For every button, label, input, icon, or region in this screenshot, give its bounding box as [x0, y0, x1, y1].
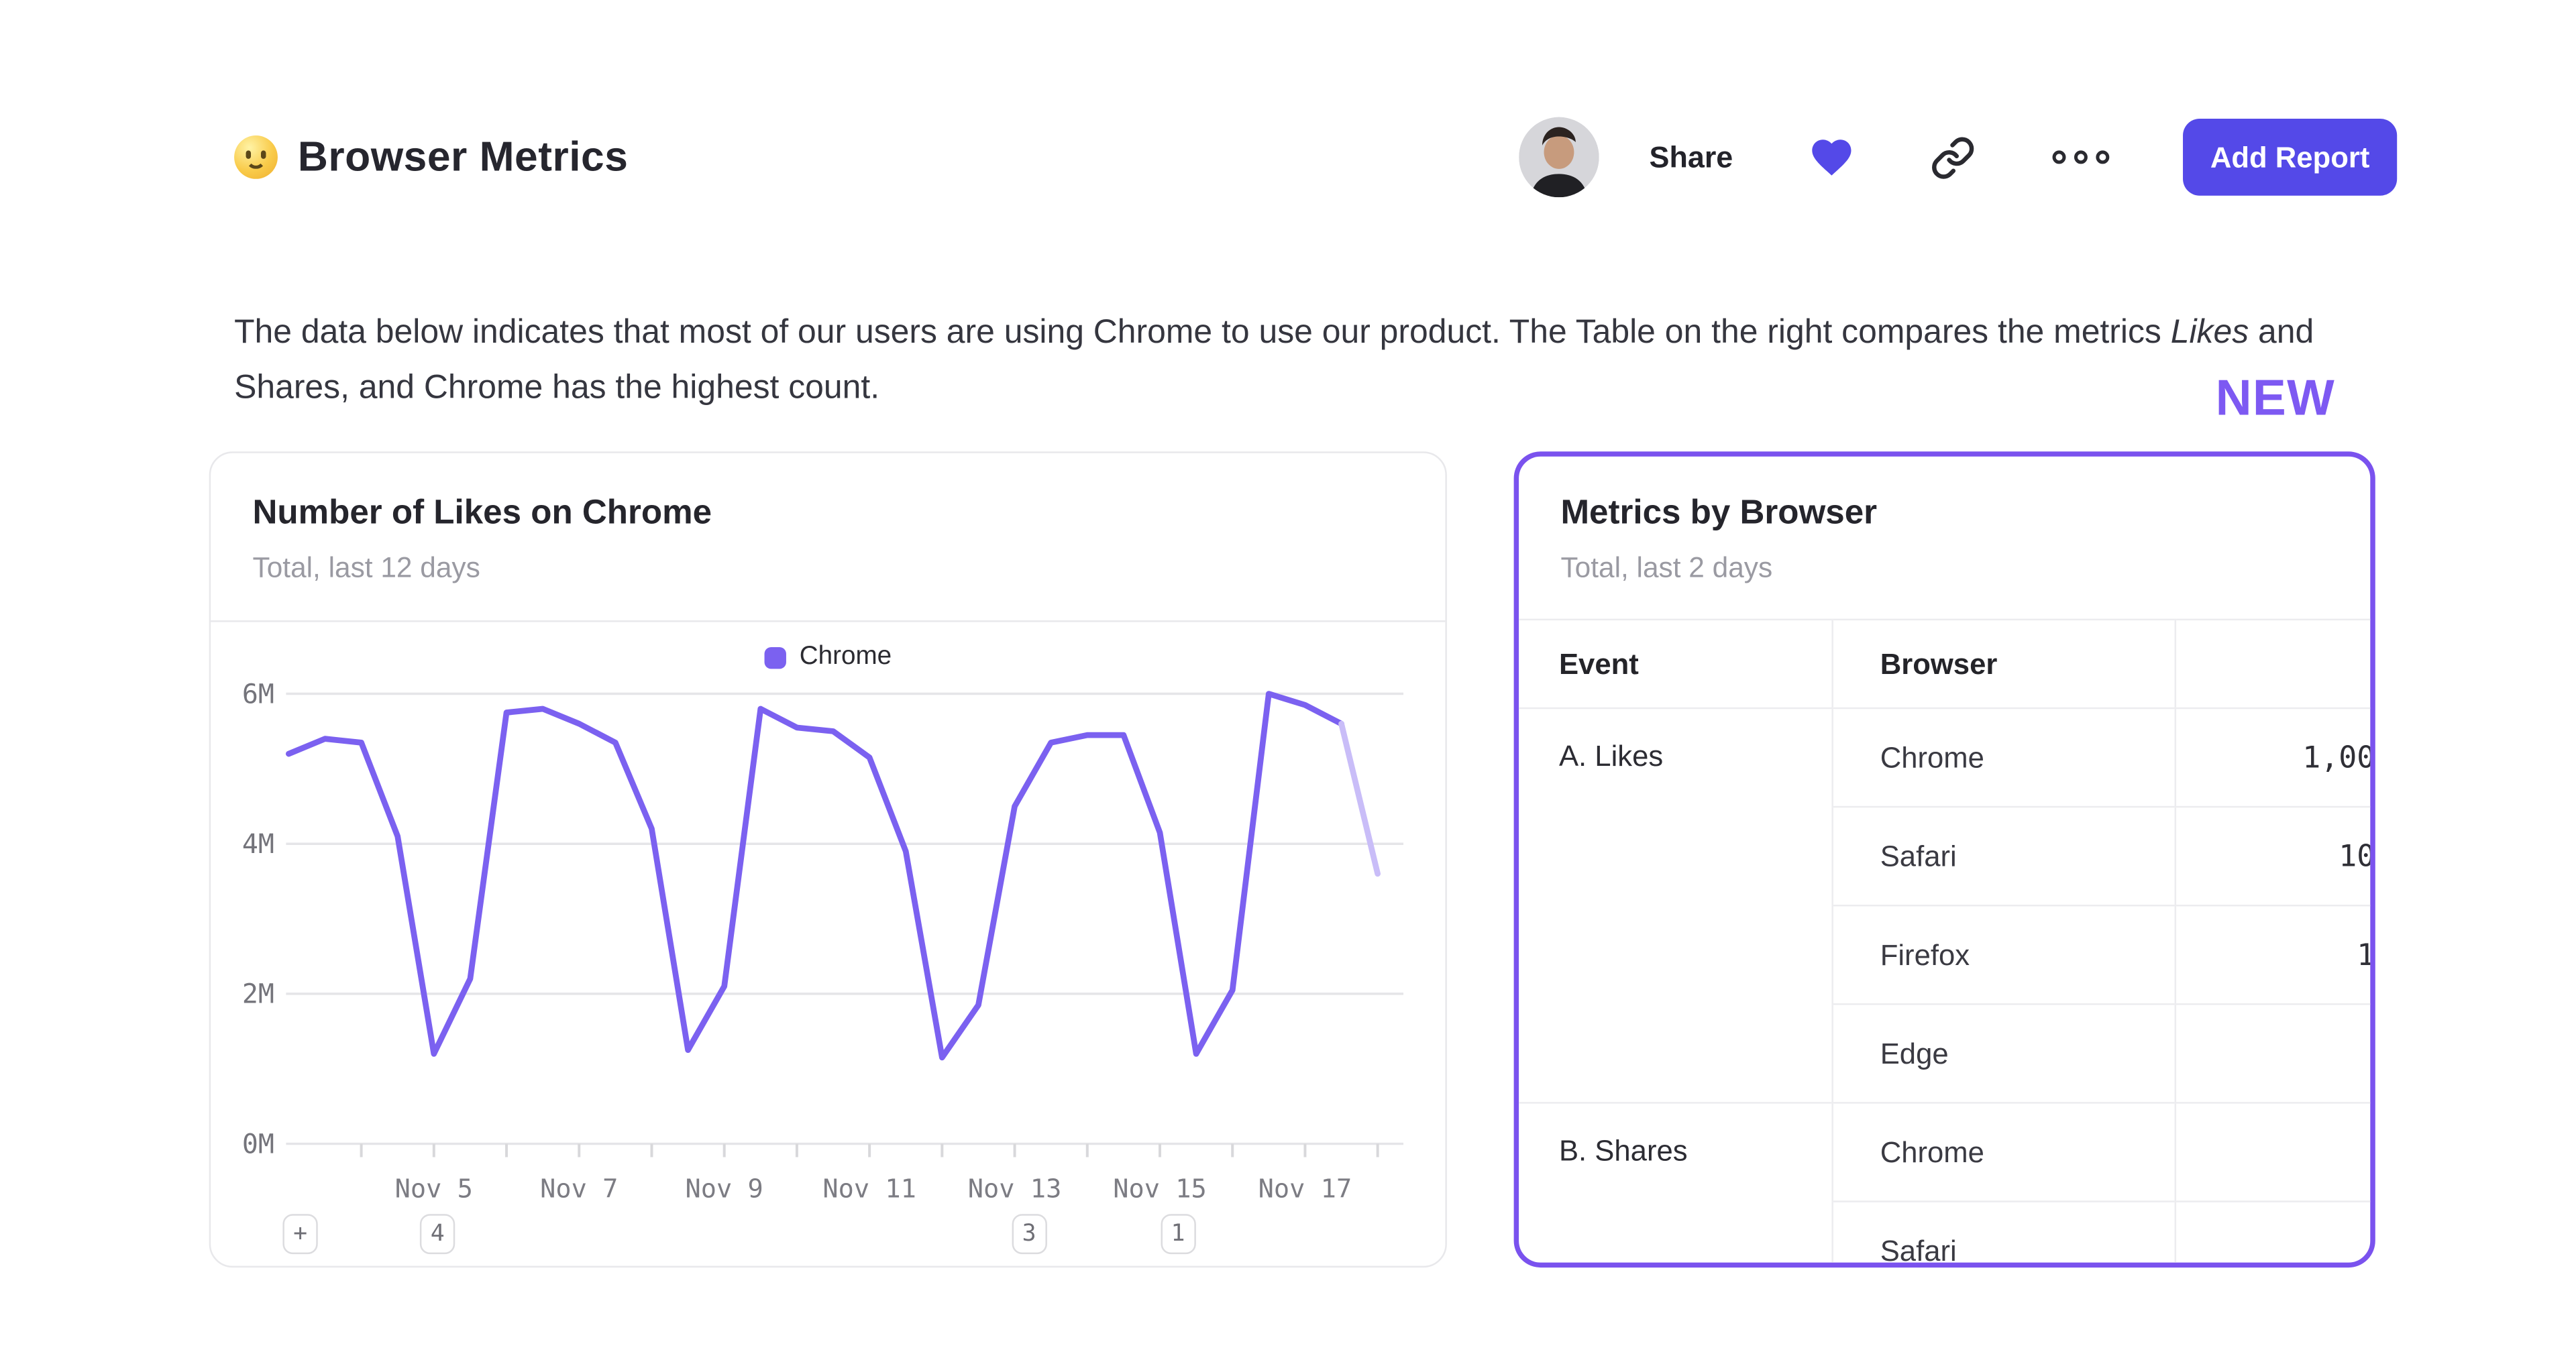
event-label: B. Shares: [1558, 1133, 1688, 1167]
chrome-series-line-faded: [1338, 720, 1381, 877]
line-chart-svg: 6M 4M 2M 0M Nov 5 Nov 7 Nov 9 Nov 11 Nov 13 Nov 1…: [242, 679, 1404, 1204]
browser-cell: Safari: [1831, 805, 2176, 906]
y-tick-label: 2M: [242, 979, 274, 1010]
legend-swatch: [764, 646, 786, 669]
value-cell: 100: [2174, 1102, 2371, 1202]
description-part1: The data below indicates that most of ou…: [234, 314, 2171, 351]
header-actions: Share Add Report: [1519, 117, 2398, 198]
browser-cell: Safari: [1831, 1200, 2176, 1263]
annotation-chip-1[interactable]: 1: [1160, 1214, 1196, 1255]
column-header-browser: Browser: [1831, 618, 2176, 710]
y-tick-label: 6M: [242, 679, 274, 710]
table-row: Safari100,000: [1519, 805, 2371, 906]
value-cell: 1,000: [2174, 1003, 2371, 1103]
browser-cell: Chrome: [1831, 707, 2176, 807]
y-tick-label: 4M: [242, 829, 274, 860]
likes-card-subtitle: Total, last 12 days: [252, 551, 480, 584]
metrics-table-head: EventBrowserValue: [1519, 618, 2371, 710]
page-title: Browser Metrics: [297, 133, 629, 180]
avatar[interactable]: [1519, 117, 1599, 198]
likes-chart-card: Number of Likes on Chrome Total, last 12…: [209, 451, 1447, 1268]
smiley-eye: [260, 150, 266, 159]
table-row: B. Shares Chrome100: [1519, 1102, 2371, 1263]
metrics-table-card: Metrics by Browser Total, last 2 days Ev…: [1513, 451, 2375, 1268]
smiley-mouth: [246, 157, 266, 169]
chart-legend[interactable]: Chrome: [211, 642, 1445, 673]
table-row: Firefox10,000: [1519, 904, 2371, 1005]
title-wrap: Browser Metrics: [234, 133, 628, 181]
description-text: The data below indicates that most of ou…: [234, 306, 2406, 416]
more-options-icon[interactable]: [2052, 150, 2110, 164]
value-cell: 10: [2174, 1200, 2371, 1263]
event-cell: B. Shares: [1519, 1102, 1833, 1263]
value-cell: 1,000,000: [2174, 707, 2371, 807]
value-cell: 100,000: [2174, 805, 2371, 906]
metrics-table-body: A. LikesChrome1,000,000Safari100,000Fire…: [1519, 707, 2371, 1263]
value-cell: 10,000: [2174, 904, 2371, 1005]
x-tick-label: Nov 5: [395, 1174, 473, 1204]
browser-cell: Chrome: [1831, 1102, 2176, 1202]
description-italic: Likes: [2170, 314, 2249, 351]
x-tick-label: Nov 15: [1113, 1174, 1207, 1204]
likes-chart: Chrome 6M 4M 2M 0M Nov 5 Nov 7 Nov 9 Nov 11 Nov …: [211, 620, 1446, 1265]
description-part2: and Shares, and Chrome has the highest c…: [234, 314, 2314, 406]
metrics-table: EventBrowserValue A. LikesChrome1,000,00…: [1519, 618, 2371, 1263]
likes-card-title: Number of Likes on Chrome: [252, 493, 712, 532]
metrics-card-title: Metrics by Browser: [1560, 493, 1878, 532]
heart-icon[interactable]: [1807, 133, 1857, 180]
new-badge: NEW: [2215, 371, 2335, 427]
dot: [2052, 150, 2066, 164]
table-row: Edge1,000: [1519, 1003, 2371, 1103]
annotation-chip-4[interactable]: 4: [420, 1214, 455, 1255]
add-annotation-button[interactable]: +: [282, 1214, 318, 1255]
column-header-value: Value: [2174, 618, 2371, 710]
likes-card-header: Number of Likes on Chrome Total, last 12…: [211, 453, 1445, 585]
chart-annotations: + 4 3 1: [211, 1214, 1445, 1257]
metrics-card-subtitle: Total, last 2 days: [1560, 551, 1773, 584]
x-tick-label: Nov 9: [686, 1174, 763, 1204]
dot: [2074, 150, 2088, 164]
browser-cell: Firefox: [1831, 904, 2176, 1005]
smiley-eye: [246, 150, 252, 159]
x-tick-label: Nov 7: [540, 1174, 618, 1204]
browser-cell: Edge: [1831, 1003, 2176, 1103]
x-tick-label: Nov 17: [1258, 1174, 1352, 1204]
y-tick-label: 0M: [242, 1129, 274, 1160]
link-icon[interactable]: [1931, 135, 1976, 180]
add-report-button[interactable]: Add Report: [2183, 119, 2398, 196]
share-button[interactable]: Share: [1649, 139, 1733, 174]
event-label: A. Likes: [1558, 738, 1664, 772]
legend-label: Chrome: [799, 642, 892, 671]
annotation-chip-3[interactable]: 3: [1011, 1214, 1047, 1255]
chrome-series-line: [286, 691, 1344, 1061]
event-cell: A. Likes: [1519, 707, 1833, 1103]
x-tick-label: Nov 13: [968, 1174, 1062, 1204]
metrics-card-header: Metrics by Browser Total, last 2 days: [1519, 457, 2370, 585]
dot: [2096, 150, 2110, 164]
smiley-emoji-icon: [234, 135, 278, 179]
x-tick-label: Nov 11: [822, 1174, 916, 1204]
column-header-event: Event: [1519, 618, 1833, 710]
page-header: Browser Metrics Share: [234, 111, 2398, 205]
